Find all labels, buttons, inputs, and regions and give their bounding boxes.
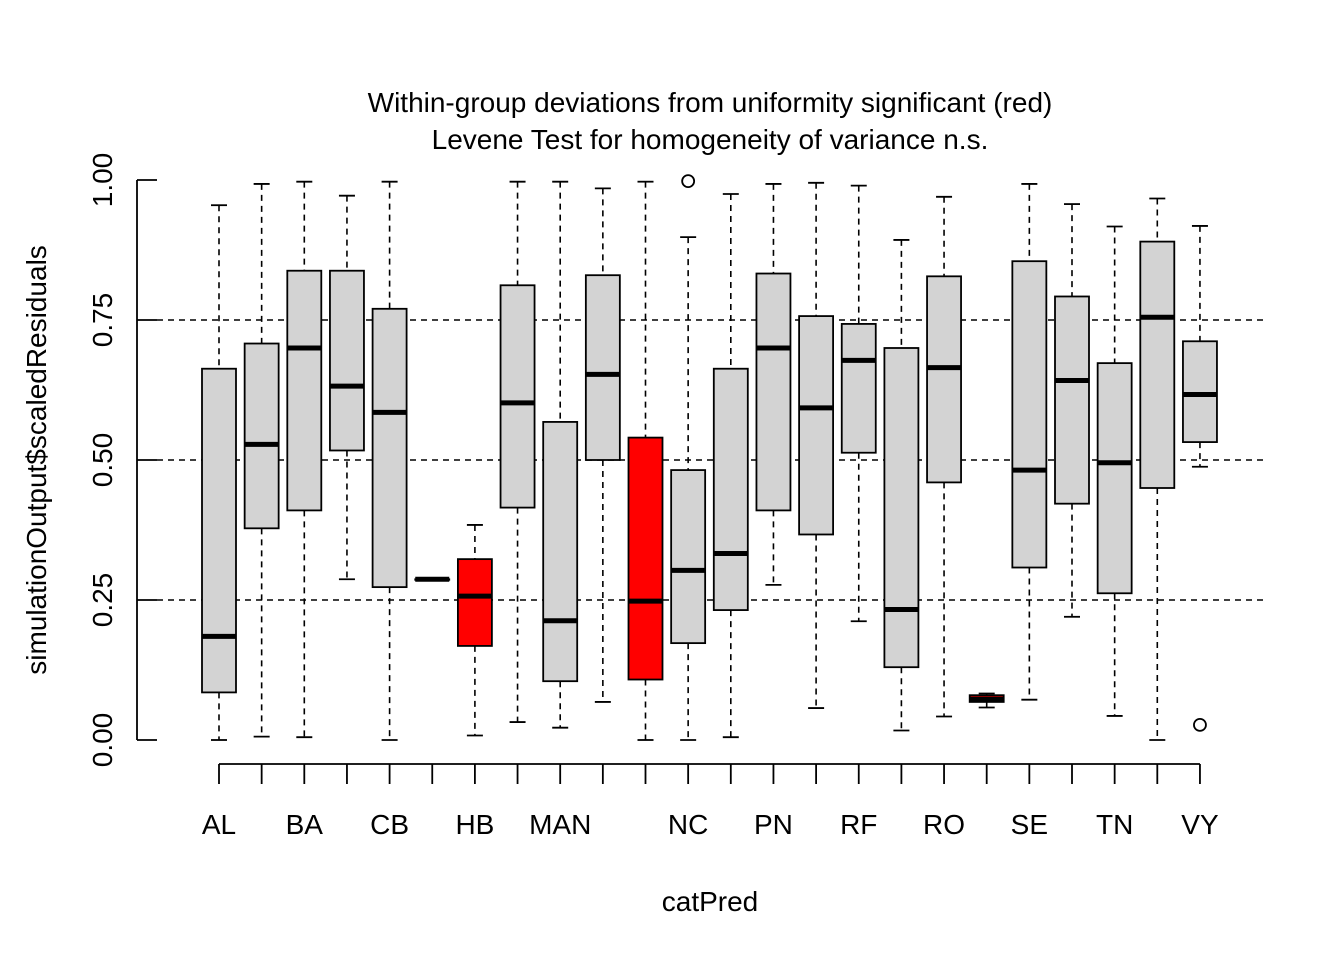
- chart-title-line1: Within-group deviations from uniformity …: [368, 87, 1053, 118]
- x-tick-label: RO: [923, 809, 965, 840]
- box-group: [712, 193, 749, 739]
- box-group: [456, 524, 493, 737]
- box-iqr: [201, 367, 237, 694]
- box-iqr: [627, 436, 664, 681]
- x-tick-label: AL: [202, 809, 236, 840]
- box-group: [627, 180, 664, 741]
- box-group: [286, 180, 323, 739]
- x-tick-label: RF: [840, 809, 877, 840]
- box-group: [414, 576, 451, 582]
- box-iqr: [456, 558, 493, 647]
- box-iqr: [1054, 295, 1090, 505]
- box-iqr: [712, 367, 749, 611]
- x-tick-label: TN: [1096, 809, 1133, 840]
- y-axis: 0.00 0.25 0.50 0.75 1.00: [87, 153, 157, 768]
- box-group: [201, 204, 237, 741]
- box-iqr: [584, 274, 621, 461]
- box-iqr: [542, 421, 579, 683]
- box-group: [499, 180, 536, 723]
- x-tick-label: SE: [1011, 809, 1048, 840]
- box-iqr: [286, 269, 323, 512]
- boxes-layer: [201, 174, 1218, 741]
- box-iqr: [798, 315, 834, 536]
- box-group: [1096, 225, 1133, 717]
- box-iqr: [926, 275, 962, 484]
- x-tick-label: BA: [286, 809, 324, 840]
- box-iqr: [670, 469, 707, 645]
- box-iqr: [840, 323, 877, 454]
- x-tick-label: HB: [455, 809, 494, 840]
- box-group: [584, 187, 621, 703]
- chart-title-line2: Levene Test for homogeneity of variance …: [432, 124, 989, 155]
- box-iqr: [499, 284, 536, 509]
- box-group: [1182, 225, 1218, 732]
- y-tick-label: 0.00: [87, 713, 118, 768]
- box-iqr: [883, 347, 920, 669]
- y-tick-label: 0.25: [87, 573, 118, 628]
- box-group: [755, 183, 792, 586]
- box-iqr: [371, 307, 408, 589]
- box-group: [883, 239, 920, 732]
- outlier-point: [1193, 717, 1207, 732]
- box-group: [840, 184, 877, 623]
- reference-lines: [157, 319, 1264, 601]
- box-group: [1011, 183, 1048, 701]
- x-tick-label: MAN: [529, 809, 591, 840]
- y-tick-label: 1.00: [87, 153, 118, 208]
- x-tick-label: NC: [668, 809, 708, 840]
- box-iqr: [329, 269, 365, 452]
- x-tick-label: CB: [370, 809, 409, 840]
- box-iqr: [1011, 260, 1048, 569]
- x-axis-label: catPred: [662, 886, 759, 917]
- x-tick-label: VY: [1181, 809, 1219, 840]
- box-group: [329, 194, 365, 581]
- y-tick-label: 0.75: [87, 293, 118, 348]
- x-tick-label: PN: [754, 809, 793, 840]
- box-iqr: [243, 342, 280, 530]
- box-group: [243, 183, 280, 738]
- outlier-point: [681, 174, 696, 189]
- box-iqr: [1096, 362, 1133, 595]
- y-tick-label: 0.50: [87, 433, 118, 488]
- box-group: [926, 195, 962, 718]
- box-group: [542, 180, 579, 729]
- box-group: [1139, 197, 1176, 741]
- box-iqr: [1139, 240, 1176, 489]
- box-group: [798, 181, 834, 709]
- box-iqr: [755, 272, 792, 512]
- box-group: [670, 174, 707, 741]
- box-group: [371, 180, 408, 741]
- box-group: [968, 692, 1005, 709]
- box-group: [1054, 203, 1090, 618]
- box-iqr: [1182, 340, 1218, 443]
- x-axis: AL BA CB HB MAN NC PN RF RO SE TN VY: [202, 763, 1219, 840]
- y-axis-label: simulationOutput$scaledResiduals: [21, 245, 52, 675]
